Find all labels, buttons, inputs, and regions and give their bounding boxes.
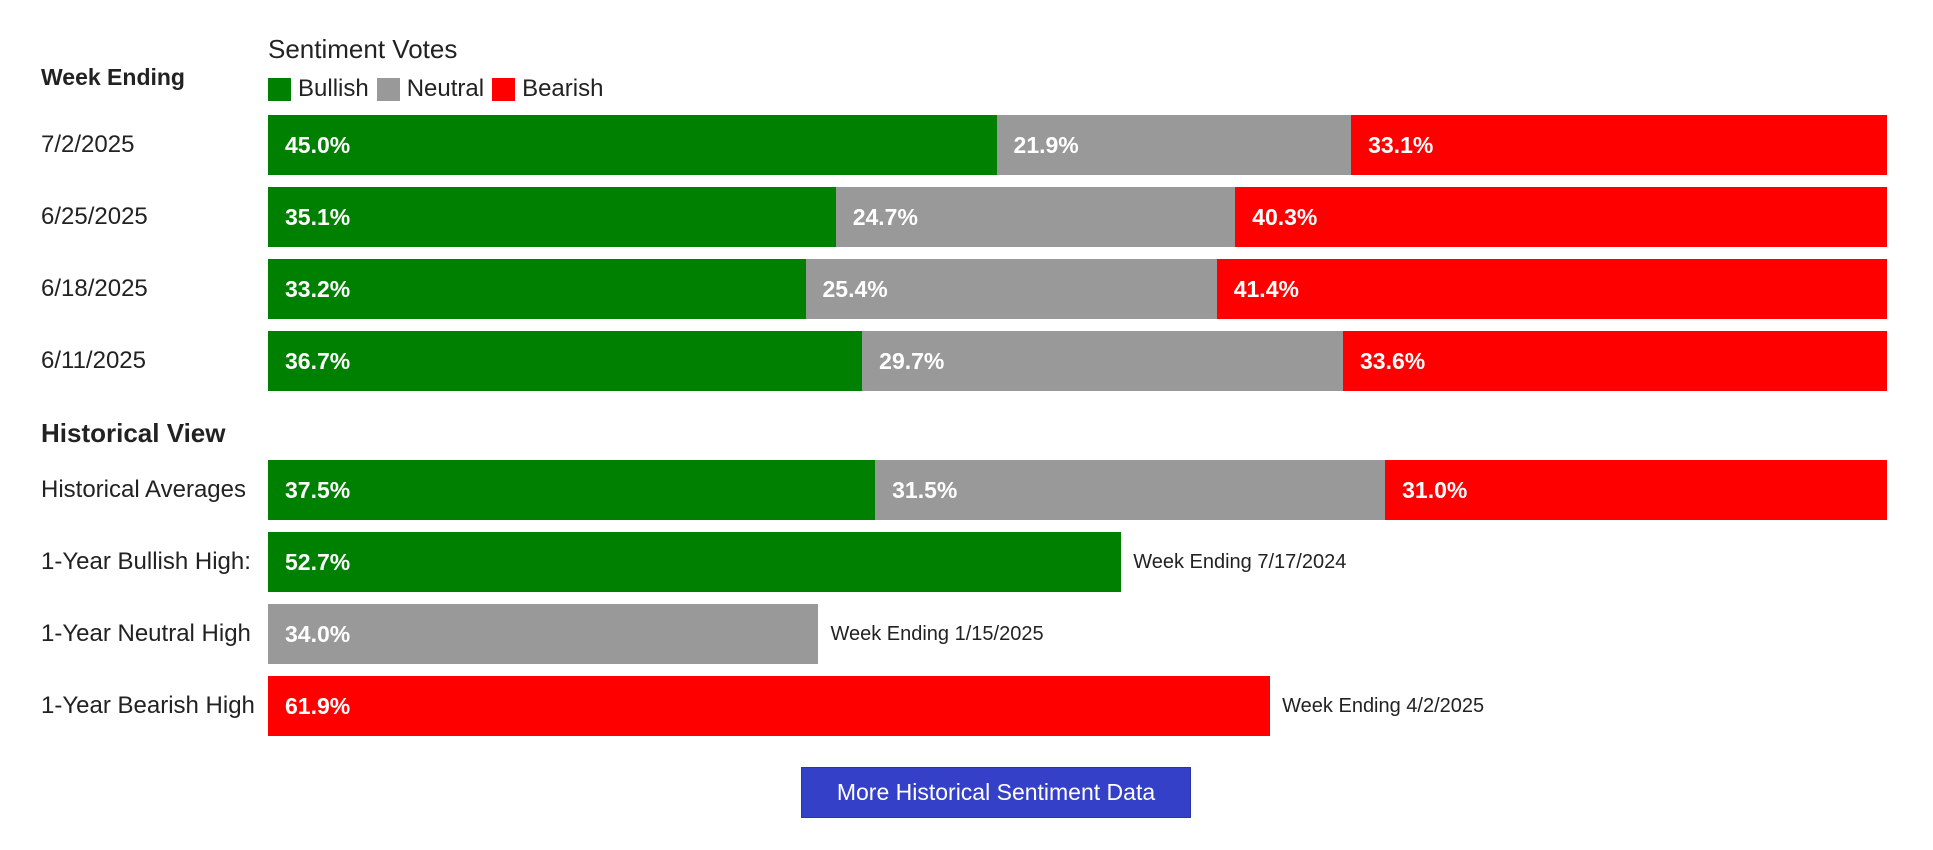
bullish-high-segment: 52.7% [268, 532, 1122, 592]
bearish-high-value: 61.9% [285, 693, 351, 719]
bearish-high-bar: 61.9% [268, 676, 1271, 736]
week-label-0: 7/2/2025 [41, 131, 135, 158]
neutral-high-label: 1-Year Neutral High [41, 620, 251, 647]
week-row-2-neutral-value: 25.4% [822, 276, 888, 302]
week-row-1-bullish-segment: 35.1% [268, 187, 836, 247]
historical-averages-neutral-segment: 31.5% [875, 460, 1386, 520]
bearish-high-note: Week Ending 4/2/2025 [1282, 695, 1485, 717]
historical-averages-bar: 37.5% 31.5% 31.0% [268, 460, 1887, 520]
week-row-0-bullish-segment: 45.0% [268, 115, 997, 175]
legend-swatch-neutral [376, 77, 400, 101]
week-row-0-bearish-segment: 33.1% [1351, 115, 1887, 175]
week-row-0-neutral-value: 21.9% [1013, 132, 1079, 158]
week-row-2-bearish-value: 41.4% [1233, 276, 1299, 302]
neutral-high-note: Week Ending 1/15/2025 [830, 623, 1044, 645]
week-row-3-neutral-value: 29.7% [879, 348, 945, 374]
historical-view-heading: Historical View [41, 418, 226, 448]
week-label-1: 6/25/2025 [41, 203, 148, 230]
legend-item-bearish: Bearish [492, 75, 603, 103]
week-row-1-bearish-value: 40.3% [1252, 204, 1318, 230]
historical-averages-bullish-segment: 37.5% [268, 460, 876, 520]
legend-swatch-bearish [492, 77, 516, 101]
legend-label-neutral: Neutral [406, 75, 485, 102]
week-label-3: 6/11/2025 [41, 347, 146, 374]
week-row-1-bar: 35.1% 24.7% 40.3% [268, 187, 1887, 247]
week-row-3-bar: 36.7% 29.7% 33.6% [268, 331, 1887, 391]
bearish-high-segment: 61.9% [268, 676, 1271, 736]
week-row-3-bearish-segment: 33.6% [1343, 331, 1887, 391]
neutral-high-bar: 34.0% [268, 604, 819, 664]
week-row-0-neutral-segment: 21.9% [996, 115, 1352, 175]
neutral-high-segment: 34.0% [268, 604, 819, 664]
week-row-1-neutral-segment: 24.7% [835, 187, 1236, 247]
historical-averages-neutral-value: 31.5% [892, 477, 958, 503]
legend-label-bearish: Bearish [522, 75, 604, 102]
legend-label-bullish: Bullish [298, 75, 369, 102]
week-row-0-bearish-value: 33.1% [1368, 132, 1434, 158]
legend-swatch-bullish [268, 77, 291, 101]
week-ending-heading: Week Ending [41, 64, 185, 90]
week-row-1-bullish-value: 35.1% [285, 204, 351, 230]
legend-item-bullish: Bullish [268, 75, 369, 103]
legend-item-neutral: Neutral [376, 75, 485, 103]
chart-title: Sentiment Votes [268, 34, 458, 64]
week-row-2-bar: 33.2% 25.4% 41.4% [268, 259, 1887, 319]
historical-averages-label: Historical Averages [41, 476, 246, 503]
week-row-0-bar: 45.0% 21.9% 33.1% [268, 115, 1887, 175]
legend: Bullish Neutral Bearish [268, 75, 603, 103]
bullish-high-note: Week Ending 7/17/2024 [1133, 551, 1347, 573]
week-row-3-neutral-segment: 29.7% [862, 331, 1343, 391]
week-row-3-bearish-value: 33.6% [1360, 348, 1426, 374]
neutral-high-value: 34.0% [285, 621, 351, 647]
week-row-1-bearish-segment: 40.3% [1235, 187, 1887, 247]
week-row-3-bullish-value: 36.7% [285, 348, 351, 374]
bullish-high-bar: 52.7% [268, 532, 1122, 592]
historical-averages-bearish-value: 31.0% [1402, 477, 1468, 503]
week-row-0-bullish-value: 45.0% [285, 132, 351, 158]
historical-averages-bullish-value: 37.5% [285, 477, 351, 503]
more-historical-data-button[interactable]: More Historical Sentiment Data [801, 767, 1191, 818]
bearish-high-label: 1-Year Bearish High [41, 692, 255, 719]
week-row-2-neutral-segment: 25.4% [805, 259, 1217, 319]
bullish-high-label: 1-Year Bullish High: [41, 548, 251, 575]
week-row-2-bullish-value: 33.2% [285, 276, 351, 302]
week-row-2-bearish-segment: 41.4% [1216, 259, 1887, 319]
week-row-3-bullish-segment: 36.7% [268, 331, 863, 391]
week-row-1-neutral-value: 24.7% [852, 204, 918, 230]
bullish-high-value: 52.7% [285, 549, 351, 575]
week-row-2-bullish-segment: 33.2% [268, 259, 806, 319]
week-label-2: 6/18/2025 [41, 275, 148, 302]
historical-averages-bearish-segment: 31.0% [1385, 460, 1887, 520]
